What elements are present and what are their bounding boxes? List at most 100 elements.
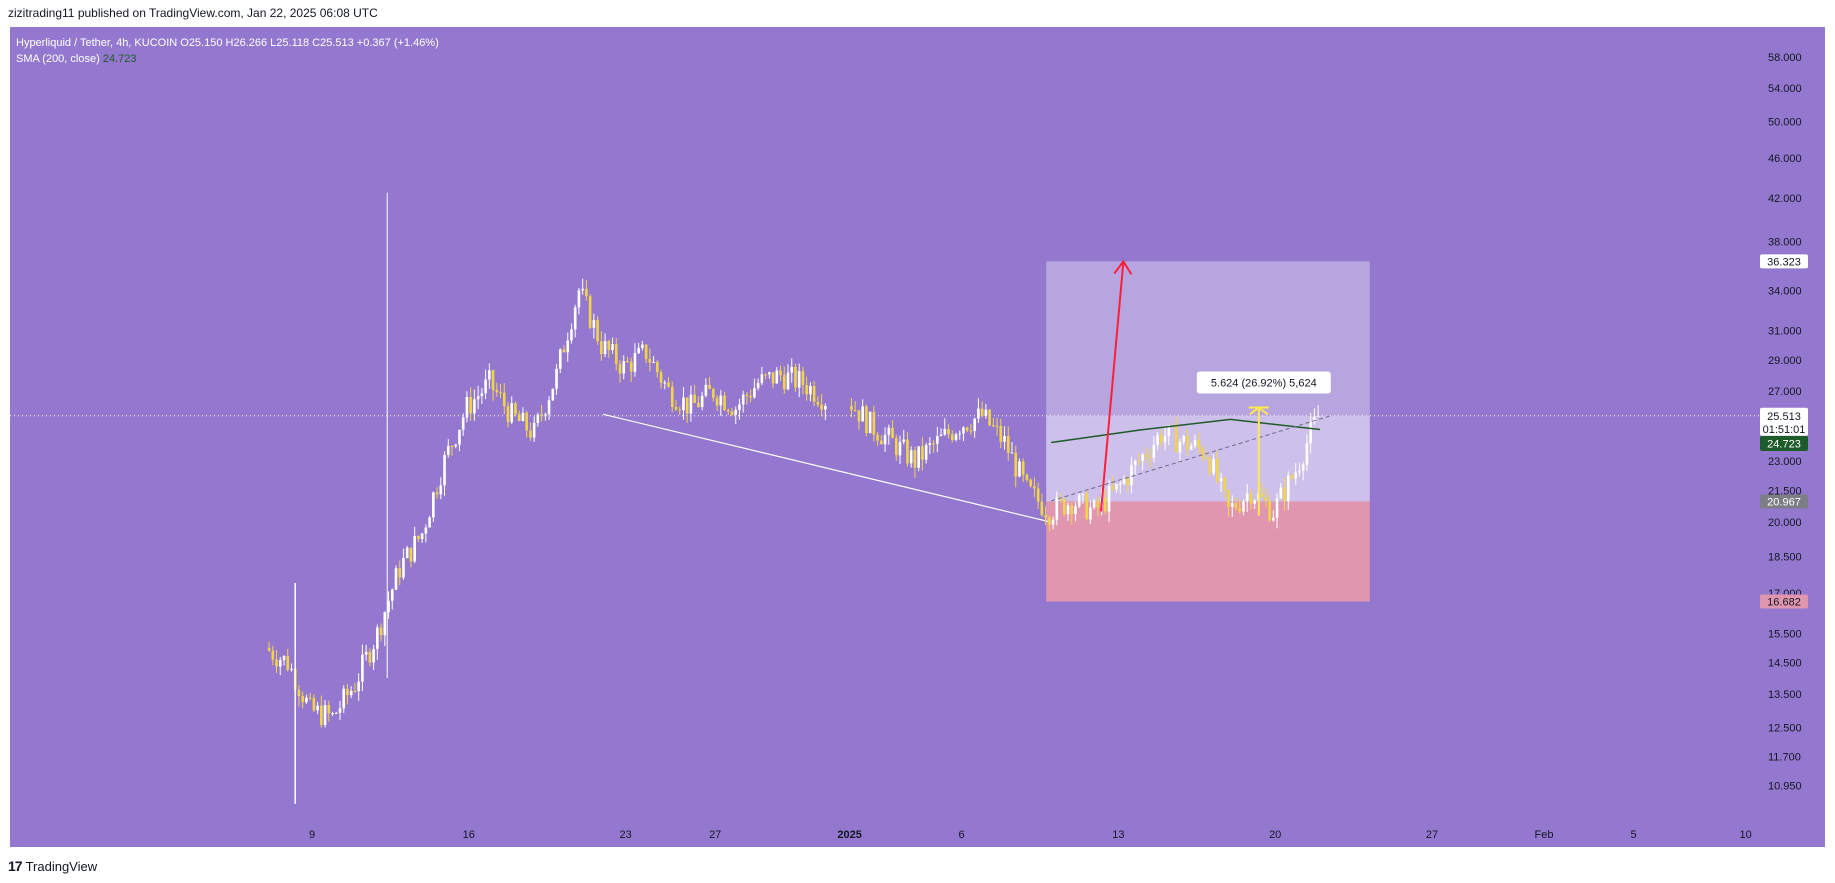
- candle-body: [730, 411, 734, 415]
- candle-body: [290, 668, 293, 670]
- candle-body: [379, 627, 383, 636]
- candle-body: [349, 690, 353, 696]
- candle-body: [764, 374, 767, 376]
- candle-body: [756, 383, 760, 389]
- y-tick-label: 42.000: [1768, 193, 1802, 205]
- candle-body: [883, 434, 887, 445]
- brand-name: TradingView: [25, 858, 98, 874]
- candle-body: [749, 395, 752, 398]
- target-price-label: 36.323: [1767, 256, 1801, 268]
- candle-body: [1074, 506, 1077, 515]
- candle-body: [1145, 454, 1148, 458]
- x-tick-label: 6: [959, 829, 965, 841]
- candle-body: [790, 366, 794, 373]
- candle-body: [1055, 497, 1059, 520]
- candle-body: [514, 403, 517, 415]
- descending-trendline[interactable]: [603, 413, 1052, 523]
- candle-body: [1036, 488, 1040, 502]
- candle-body: [558, 349, 562, 369]
- candle-body: [984, 409, 988, 416]
- measure-label-box: [1196, 371, 1331, 394]
- y-tick-label: 13.500: [1768, 689, 1802, 701]
- candle-body: [532, 422, 536, 438]
- candle-body: [1160, 434, 1163, 443]
- candle-body: [954, 434, 958, 440]
- x-tick-label: 13: [1112, 829, 1124, 841]
- candle-body: [1253, 500, 1256, 504]
- candle-body: [801, 371, 805, 386]
- candle-body: [402, 558, 405, 578]
- candle-body: [1275, 498, 1279, 518]
- countdown-label: 01:51:01: [1763, 424, 1806, 436]
- candle-body: [670, 386, 674, 408]
- candle-body: [820, 404, 823, 410]
- candle-body: [1133, 460, 1137, 466]
- candle-body: [1070, 505, 1074, 515]
- candle-body: [417, 536, 420, 540]
- candle-body: [1309, 422, 1312, 444]
- candle-body: [383, 612, 387, 636]
- candle-body: [824, 405, 827, 410]
- candle-body: [618, 364, 622, 374]
- sma-price-label: 24.723: [1767, 439, 1801, 451]
- candle-body: [950, 434, 954, 440]
- candle-body: [760, 374, 764, 384]
- candle-body: [712, 388, 715, 398]
- candle-body: [1040, 501, 1044, 516]
- candle-body: [704, 384, 708, 396]
- candle-body: [1178, 441, 1182, 453]
- candle-body: [999, 425, 1003, 442]
- candle-body: [1316, 415, 1320, 417]
- candle-body: [1130, 465, 1133, 486]
- candle-body: [331, 713, 334, 715]
- candle-body: [432, 492, 435, 518]
- candle-body: [390, 589, 394, 601]
- candle-body: [316, 705, 319, 711]
- candle-body: [980, 408, 984, 416]
- candle-body: [891, 427, 894, 439]
- candle-body: [1268, 500, 1271, 521]
- y-tick-label: 46.000: [1768, 153, 1802, 165]
- y-tick-label: 29.000: [1768, 355, 1802, 367]
- candle-body: [409, 547, 413, 562]
- candle-body: [659, 372, 663, 383]
- candle-body: [562, 349, 566, 353]
- candle-body: [973, 418, 976, 432]
- candle-body: [1118, 483, 1122, 485]
- candle-body: [1197, 440, 1200, 448]
- candle-body: [525, 412, 528, 431]
- y-tick-label: 50.000: [1768, 117, 1802, 129]
- candle-body: [995, 425, 999, 427]
- candle-body: [1216, 458, 1219, 482]
- sma-value: 24.723: [102, 53, 137, 65]
- candle-body: [271, 650, 275, 660]
- candle-body: [943, 428, 947, 435]
- candle-body: [1141, 454, 1144, 461]
- target-arrow[interactable]: [1100, 261, 1125, 512]
- candle-body: [1189, 445, 1193, 450]
- candle-body: [1010, 452, 1014, 454]
- candle-body: [1085, 493, 1088, 520]
- y-tick-label: 23.000: [1768, 456, 1802, 468]
- candle-body: [614, 344, 618, 365]
- candle-body: [544, 414, 547, 416]
- candle-body: [1148, 457, 1152, 459]
- candle-body: [488, 370, 491, 380]
- candle-body: [902, 439, 906, 442]
- footer-brand[interactable]: 17 TradingView: [8, 858, 97, 874]
- candle-body: [1048, 517, 1051, 525]
- candle-body: [865, 406, 868, 434]
- candle-body: [797, 371, 801, 388]
- x-tick-label: 5: [1631, 829, 1637, 841]
- candle-body: [282, 656, 286, 661]
- y-tick-label: 54.000: [1768, 83, 1802, 95]
- candle-body: [880, 440, 883, 445]
- candle-body: [301, 696, 304, 703]
- target-arrow-head: [1113, 259, 1133, 275]
- candle-body: [1126, 478, 1130, 486]
- candle-body: [529, 430, 532, 438]
- candle-body: [939, 434, 943, 436]
- candle-body: [872, 411, 876, 435]
- target-badge: [1760, 254, 1808, 269]
